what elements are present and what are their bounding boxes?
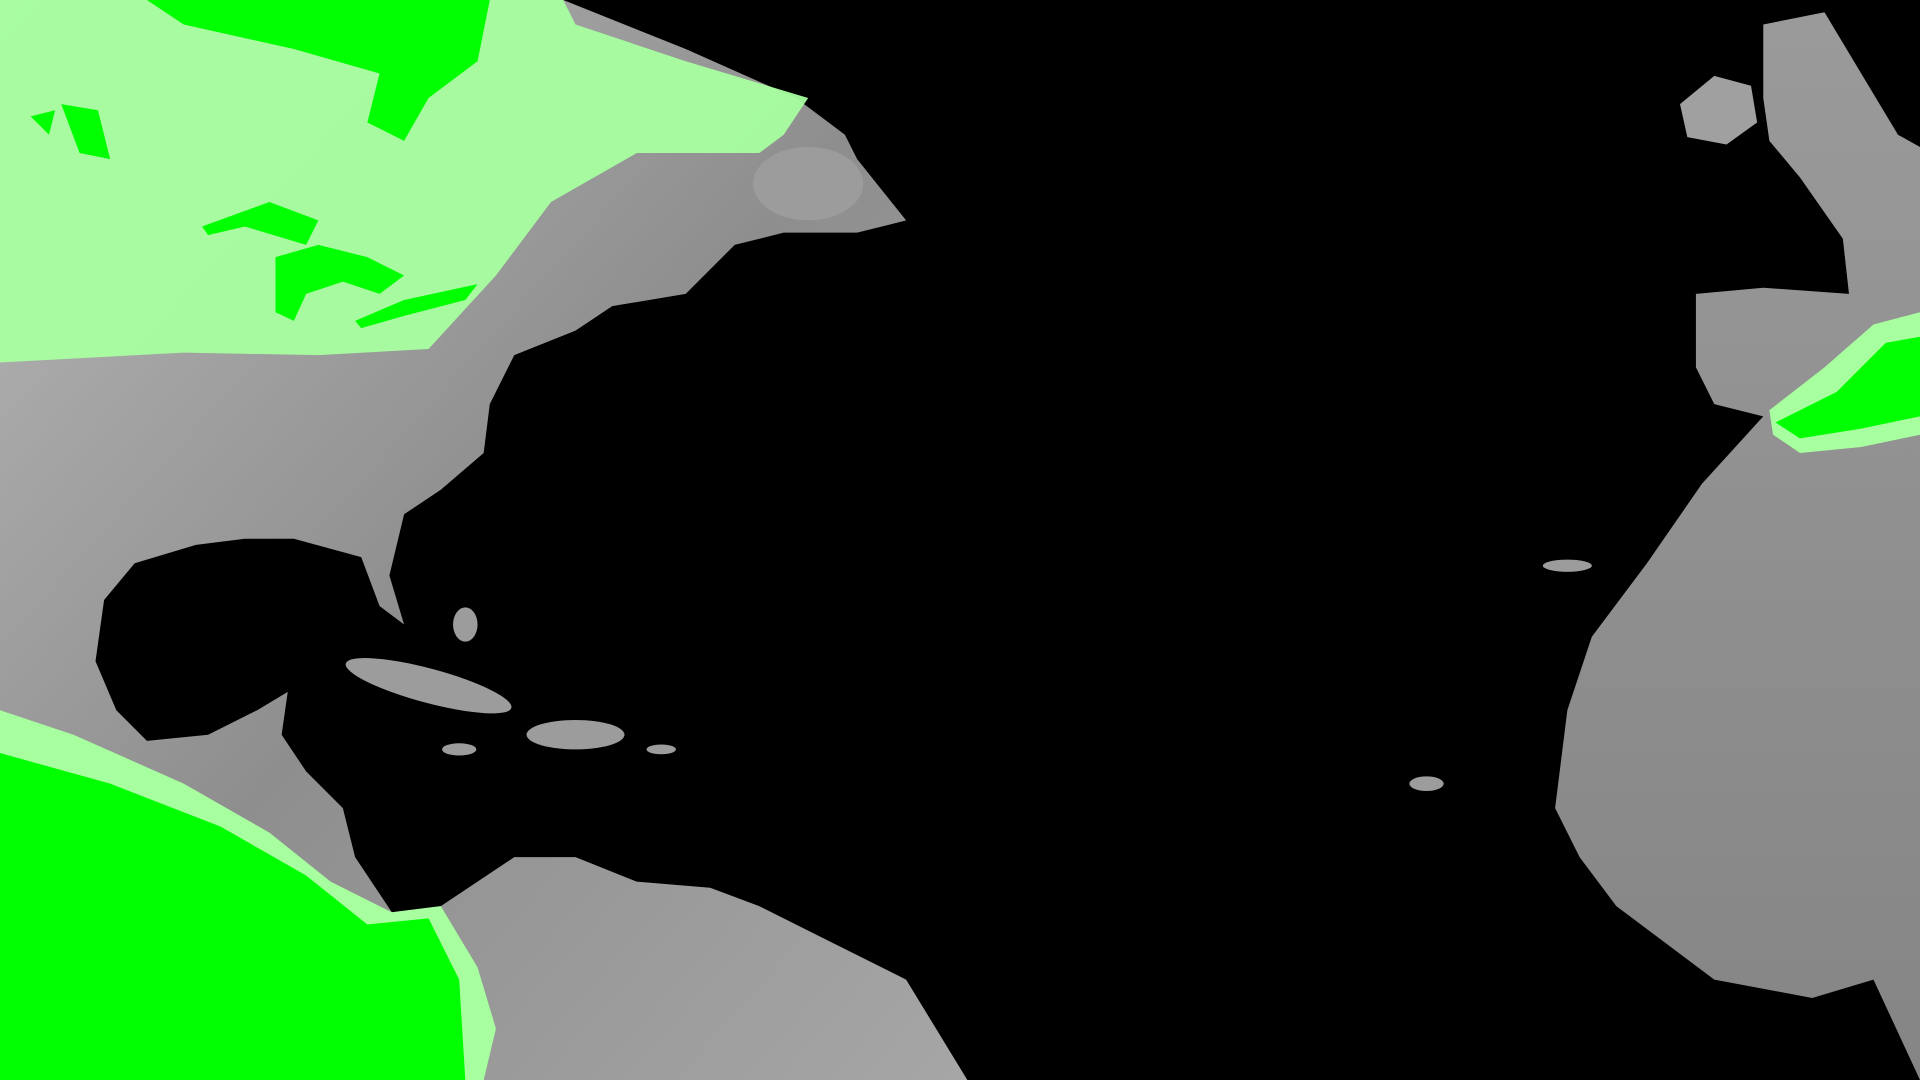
ireland <box>1680 75 1758 145</box>
range-light <box>0 0 809 363</box>
europe-africa <box>1555 12 1920 1080</box>
range-dense-south <box>0 753 466 1080</box>
range-dense-morocco <box>1775 336 1920 439</box>
islands <box>345 146 1592 792</box>
range-dense <box>30 0 490 329</box>
